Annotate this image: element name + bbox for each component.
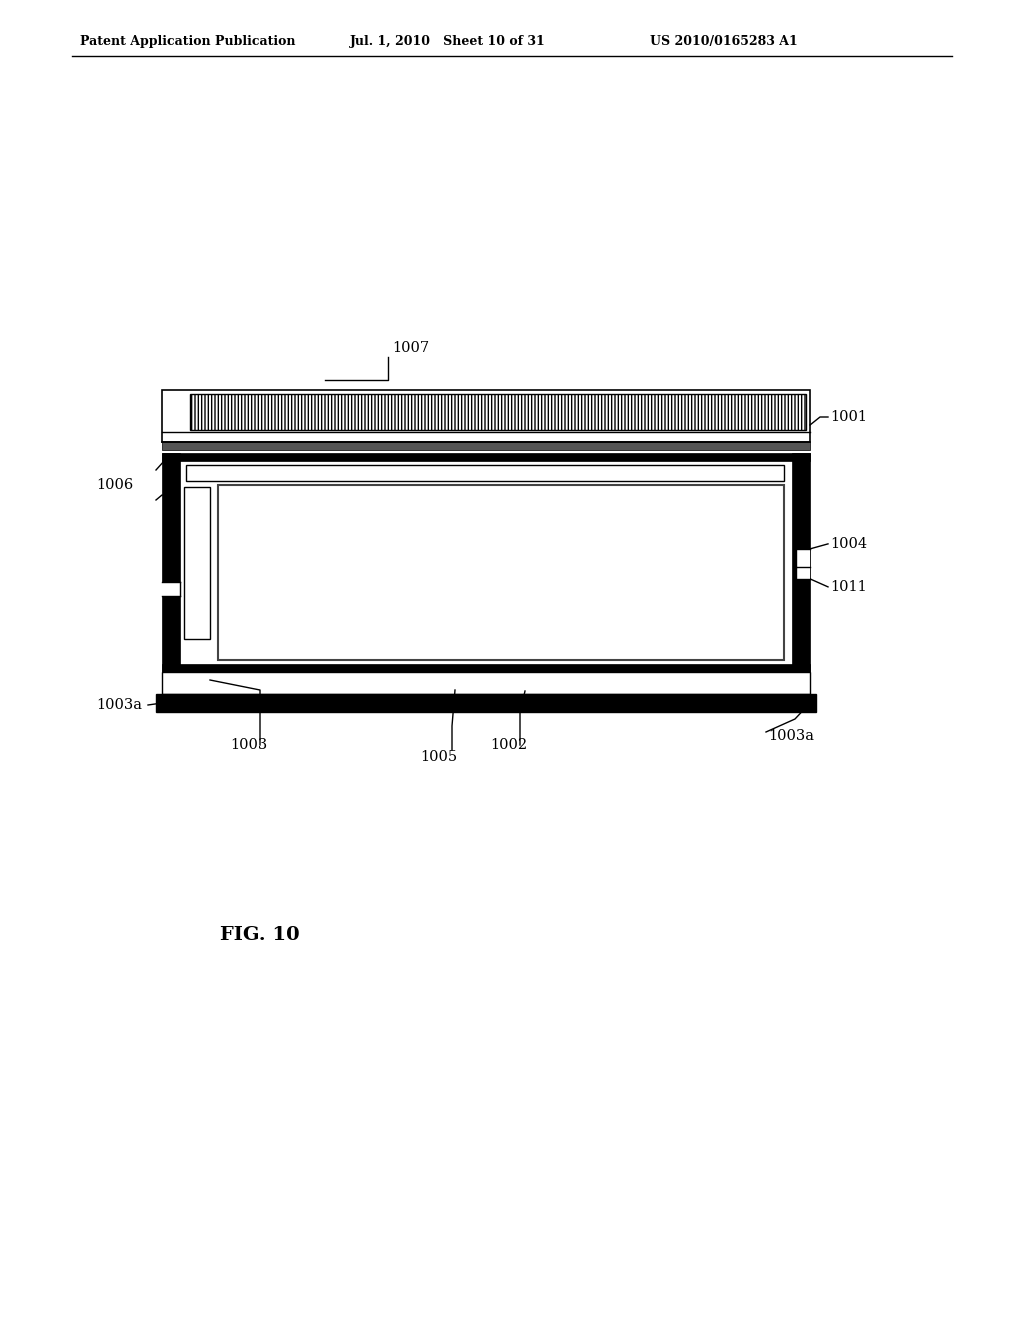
Bar bbox=[162, 672, 810, 694]
Bar bbox=[162, 453, 180, 672]
Text: 1002: 1002 bbox=[490, 738, 527, 752]
Text: 1003: 1003 bbox=[230, 738, 267, 752]
Bar bbox=[796, 549, 810, 566]
Bar bbox=[162, 442, 810, 450]
Text: 1004: 1004 bbox=[830, 537, 867, 550]
Bar bbox=[184, 487, 210, 639]
Bar bbox=[186, 465, 784, 480]
Text: FIG. 10: FIG. 10 bbox=[220, 927, 300, 944]
Bar bbox=[156, 694, 816, 711]
Bar bbox=[218, 484, 784, 660]
Bar bbox=[796, 566, 810, 579]
Bar bbox=[792, 453, 810, 672]
Text: Patent Application Publication: Patent Application Publication bbox=[80, 36, 296, 49]
Bar bbox=[190, 393, 806, 430]
Text: 1006: 1006 bbox=[96, 478, 133, 492]
Bar bbox=[161, 582, 181, 595]
Text: 1007: 1007 bbox=[392, 341, 429, 355]
Text: Jul. 1, 2010   Sheet 10 of 31: Jul. 1, 2010 Sheet 10 of 31 bbox=[350, 36, 546, 49]
Text: 1005: 1005 bbox=[420, 750, 457, 764]
Text: 1003a: 1003a bbox=[768, 729, 814, 743]
Bar bbox=[162, 664, 810, 672]
Text: US 2010/0165283 A1: US 2010/0165283 A1 bbox=[650, 36, 798, 49]
Text: 1001: 1001 bbox=[830, 411, 867, 424]
Bar bbox=[162, 453, 810, 461]
Text: 1003a: 1003a bbox=[96, 698, 142, 711]
Bar bbox=[162, 389, 810, 442]
Bar bbox=[180, 461, 792, 664]
Text: 1011: 1011 bbox=[830, 579, 866, 594]
